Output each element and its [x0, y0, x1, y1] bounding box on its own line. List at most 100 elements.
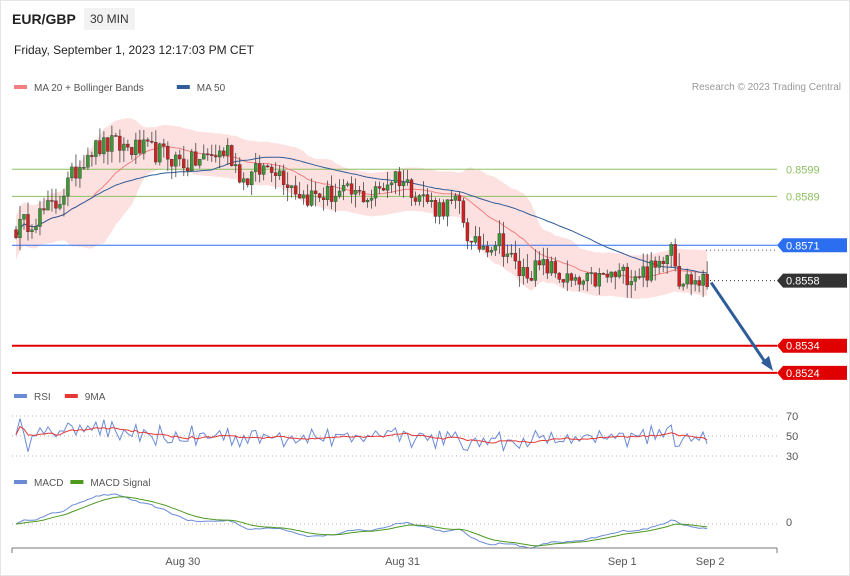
price-legend: MA 20 + Bollinger Bands MA 50: [14, 83, 226, 94]
candle-body-142: [581, 280, 585, 285]
candle-body-40: [174, 154, 178, 167]
level-tag-0.8558: [777, 273, 847, 288]
candle-body-14: [70, 166, 74, 179]
candle-body-53: [226, 145, 230, 156]
candle-body-122: [501, 233, 506, 257]
candle-body-153: [625, 266, 629, 286]
candle-body-25: [114, 135, 118, 137]
candle-body-98: [405, 179, 410, 183]
candle-body-43: [186, 167, 190, 172]
candle-body-11: [58, 204, 62, 209]
candle-body-34: [150, 141, 154, 143]
candle-body-5: [34, 226, 38, 231]
candle-body-74: [309, 190, 314, 206]
candle-body-95: [393, 171, 398, 183]
candle-body-63: [265, 165, 270, 168]
candle-body-110: [453, 195, 458, 201]
candle-body-151: [617, 270, 621, 278]
level-label-0.8524: 0.8524: [786, 368, 820, 380]
rsi-tick-1: 50: [786, 431, 798, 443]
macd-zero-label: 0: [786, 517, 792, 529]
candle-body-26: [118, 135, 122, 151]
macd-legend-label-1: MACD Signal: [90, 478, 150, 489]
candle-body-130: [533, 260, 538, 281]
candle-body-135: [553, 261, 558, 274]
candle-body-59: [250, 171, 254, 186]
candle-body-92: [381, 188, 386, 191]
candle-body-50: [214, 155, 218, 158]
candle-body-86: [357, 190, 362, 192]
candle-body-51: [218, 150, 222, 158]
candle-body-94: [389, 182, 394, 186]
candle-body-60: [253, 163, 258, 173]
candle-body-157: [641, 266, 645, 278]
bollinger-bands: [16, 118, 708, 299]
timeframe-badge[interactable]: 30 MIN: [84, 8, 135, 30]
candle-body-46: [198, 158, 202, 166]
candle-body-121: [497, 233, 502, 247]
level-tag-0.8534: [777, 338, 847, 353]
candle-body-12: [62, 195, 66, 205]
rsi-panel: RSI 9MA 70 50 30: [12, 392, 798, 463]
symbol-title: EUR/GBP: [12, 11, 76, 27]
ma50-line: [15, 156, 708, 274]
candle-body-159: [649, 260, 653, 281]
level-tag-0.8571: [777, 238, 847, 253]
candle-body-108: [445, 199, 450, 217]
candle-body-15: [74, 166, 78, 179]
candle-body-140: [573, 277, 577, 281]
x-axis-label-2: Sep 1: [608, 556, 637, 568]
candle-body-45: [194, 151, 198, 166]
candle-body-165: [673, 244, 677, 267]
candle-body-102: [421, 194, 426, 196]
candle-body-61: [257, 163, 262, 175]
macd-line: [15, 493, 708, 549]
macd-panel: MACD MACD Signal 0: [12, 478, 792, 549]
price-levels: 0.8599 0.8589 0.8571 0.8558 0.8534 0.8524: [12, 164, 847, 380]
candle-body-24: [110, 135, 114, 152]
research-credit: Research © 2023 Trading Central: [692, 82, 841, 93]
candle-body-47: [202, 153, 206, 160]
candle-body-22: [102, 137, 106, 155]
forecast-arrow-head: [761, 355, 773, 371]
candle-body-138: [565, 273, 570, 283]
candle-body-37: [162, 143, 166, 147]
candle-body-28: [126, 143, 130, 148]
candle-body-111: [457, 195, 462, 202]
candle-body-112: [461, 200, 466, 223]
candle-body-42: [182, 158, 186, 169]
candle-body-87: [361, 190, 366, 203]
candle-body-123: [505, 253, 510, 257]
candle-body-132: [541, 259, 546, 266]
candle-body-150: [613, 271, 617, 278]
candle-body-33: [146, 139, 150, 142]
candle-body-141: [577, 277, 581, 285]
candle-body-129: [529, 278, 534, 281]
legend-swatch-0: [14, 85, 27, 89]
rsi-legend-label-0: RSI: [34, 392, 51, 403]
candle-body-17: [82, 166, 86, 169]
chart-datetime: Friday, September 1, 2023 12:17:03 PM CE…: [14, 43, 254, 57]
level-label-0.8534: 0.8534: [786, 341, 820, 353]
candle-body-69: [289, 185, 294, 188]
candle-body-149: [609, 271, 613, 278]
candle-body-116: [477, 236, 482, 250]
candle-body-136: [557, 272, 562, 280]
candle-body-39: [170, 159, 174, 167]
candle-body-144: [589, 272, 593, 274]
candle-body-96: [397, 171, 402, 187]
candle-body-55: [234, 164, 238, 167]
candle-body-166: [677, 266, 681, 287]
candle-body-20: [94, 140, 98, 157]
candle-body-99: [409, 179, 414, 198]
candle-body-171: [697, 280, 701, 286]
candle-body-128: [525, 267, 530, 279]
candle-body-48: [206, 153, 210, 156]
candle-body-72: [301, 194, 306, 199]
candle-body-143: [585, 272, 589, 282]
rsi-ma-line: [15, 425, 708, 444]
candle-body-19: [90, 155, 94, 157]
candle-body-88: [365, 200, 370, 203]
candle-body-172: [701, 273, 705, 286]
